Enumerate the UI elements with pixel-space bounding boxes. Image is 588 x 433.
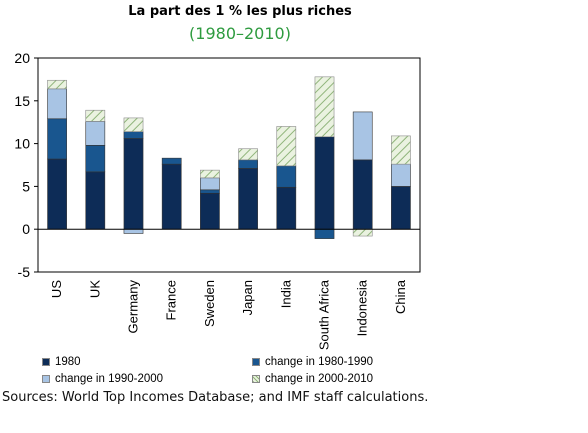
x-tick-label: Japan [240, 280, 255, 315]
bar-segment [314, 136, 335, 230]
x-tick-label: Germany [126, 280, 141, 334]
bar-segment [47, 88, 67, 120]
bar-segment [391, 135, 411, 165]
bar-segment [47, 118, 67, 160]
legend-swatch-1980 [42, 358, 50, 366]
bar-segment [352, 111, 373, 161]
bar-segment [352, 159, 373, 230]
bar-segment [276, 126, 297, 167]
legend-item-1980: 1980 [42, 356, 81, 368]
legend-item-1980-1990: change in 1980-1990 [252, 356, 373, 368]
bar-segment [314, 228, 335, 239]
bar-segment [123, 138, 144, 230]
y-tick-label: 20 [14, 50, 30, 66]
x-tick-label: China [393, 279, 408, 314]
bar-segment [352, 228, 373, 237]
bar-segment [238, 168, 258, 230]
x-tick-label: France [164, 280, 179, 320]
bar-segment [200, 169, 220, 179]
bar-segment [391, 186, 411, 230]
bar-segment [85, 109, 106, 122]
legend-label-1990-2000: change in 1990-2000 [55, 373, 164, 385]
bar-segment [314, 76, 335, 138]
bar-segment [276, 165, 297, 188]
y-tick-label: 10 [14, 136, 30, 152]
legend-label-1980: 1980 [55, 356, 81, 368]
y-tick-label: -5 [18, 264, 31, 280]
bar-segment [85, 121, 106, 146]
y-tick-label: 0 [22, 221, 30, 237]
legend-label-2000-2010: change in 2000-2010 [265, 373, 374, 385]
source-note: Sources: World Top Incomes Database; and… [2, 390, 429, 405]
x-tick-label: Sweden [202, 280, 217, 327]
bar-segment [391, 163, 411, 187]
x-tick-label: Indonesia [355, 279, 370, 336]
bar-segment [123, 131, 144, 139]
bar-segment [161, 163, 182, 230]
x-tick-label: South Africa [317, 279, 332, 350]
bar-segment [161, 157, 182, 165]
bar-segment [47, 79, 67, 90]
bar-segment [47, 158, 67, 230]
bar-segment [238, 159, 258, 169]
legend-swatch-2000-2010 [252, 375, 260, 383]
bar-segment [123, 117, 144, 132]
bar-segment [200, 177, 220, 191]
legend-swatch-1990-2000 [42, 375, 50, 383]
legend-label-1980-1990: change in 1980-1990 [265, 356, 374, 368]
bar-segment [85, 171, 106, 230]
bar-segment [123, 228, 144, 234]
x-tick-label: UK [87, 280, 102, 298]
bar-segment [200, 192, 220, 230]
y-tick-label: 5 [22, 178, 30, 194]
bar-segment [85, 145, 106, 173]
chart-subtitle: (1980–2010) [189, 24, 291, 43]
chart-title: La part des 1 % les plus riches [128, 4, 352, 19]
legend-item-1990-2000: change in 1990-2000 [42, 373, 163, 385]
legend-item-2000-2010: change in 2000-2010 [252, 373, 373, 385]
y-tick-label: 15 [14, 93, 30, 109]
bar-segment [200, 189, 220, 194]
bar-segment [276, 186, 297, 230]
x-tick-label: India [278, 279, 293, 308]
legend-swatch-1980-1990 [252, 358, 260, 366]
plot-area [37, 57, 421, 273]
x-tick-label: US [49, 280, 64, 298]
bar-segment [238, 148, 258, 161]
